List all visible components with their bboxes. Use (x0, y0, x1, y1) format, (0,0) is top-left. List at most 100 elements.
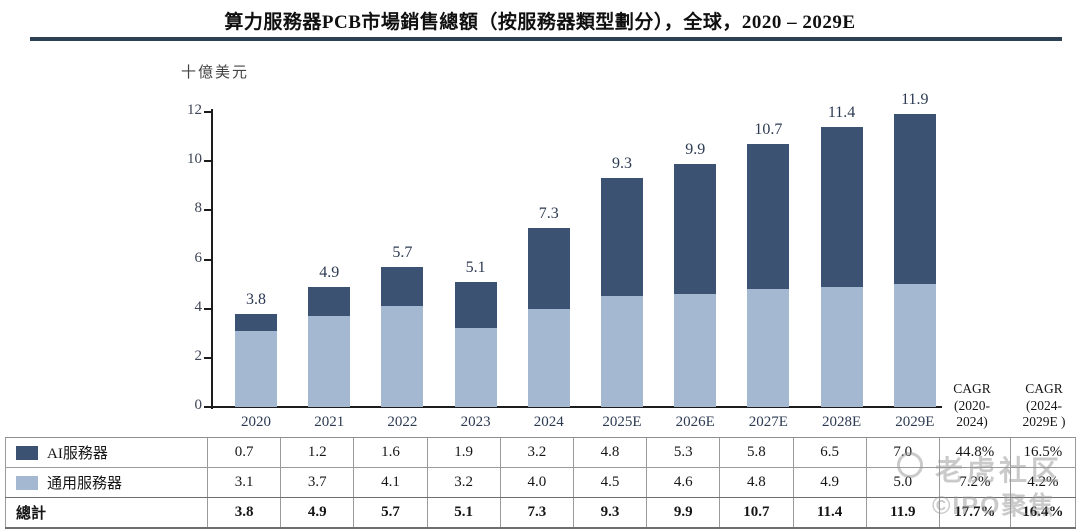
y-axis-tick-label: 0 (194, 397, 203, 413)
y-axis-tick-label: 6 (194, 249, 203, 266)
data-table: AI服務器 0.7 1.2 1.6 1.9 3.2 4.8 5.3 5.8 6.5 7.0 44.8%… (5, 437, 1076, 529)
table-cagr-cell: 16.5% (1009, 438, 1076, 467)
bar-total-label: 11.9 (901, 91, 929, 109)
cagr-header: CAGR (2020- 2024) (936, 381, 1008, 431)
legend-swatch (16, 445, 38, 460)
y-axis-tick-label: 2 (194, 347, 203, 364)
table-value-cell: 3.2 (499, 438, 573, 467)
table-value-cell: 5.3 (646, 438, 719, 467)
table-value-cell: 11.4 (792, 498, 866, 527)
table-value-cell: 4.8 (572, 438, 646, 467)
bar-segment-ai-server (601, 178, 643, 297)
bar-segment-general-server (820, 286, 863, 407)
legend-swatch (16, 475, 38, 490)
table-value-cell: 4.1 (353, 468, 426, 497)
y-axis-tick-label: 10 (187, 151, 202, 168)
table-value-cell: 4.8 (719, 468, 792, 497)
x-axis-line (211, 406, 942, 408)
legend-label: 總計 (16, 506, 47, 522)
y-axis-tick-mark (204, 209, 211, 212)
table-value-cell: 4.9 (280, 498, 353, 527)
x-axis-label: 2023 (460, 414, 491, 430)
bar-segment-ai-server (893, 114, 936, 285)
bar-segment-ai-server (674, 163, 717, 294)
table-value-cell: 4.5 (572, 468, 646, 497)
table-value-cell: 4.9 (792, 468, 866, 497)
table-cagr-cell: 4.2% (1009, 468, 1076, 497)
x-axis-label: 2022 (387, 414, 418, 430)
bar-total-label: 9.9 (685, 140, 706, 158)
y-axis-line (211, 109, 213, 409)
bar-total-label: 10.7 (754, 120, 783, 138)
y-axis-unit-label: 十億美元 (181, 65, 250, 81)
table-value-cell: 7.3 (499, 498, 573, 527)
bar-segment-general-server (893, 284, 936, 407)
cagr-header-line: 2029E ) (1022, 414, 1066, 429)
table-cagr-cell: 44.8% (938, 438, 1010, 467)
bar-segment-general-server (674, 293, 717, 407)
bar-total-label: 4.9 (319, 263, 340, 281)
table-value-cell: 10.7 (719, 498, 792, 527)
table-cagr-cell: 16.4% (1009, 498, 1076, 527)
bar-segment-general-server (235, 330, 277, 407)
bar-segment-general-server (601, 296, 643, 407)
bar-segment-general-server (527, 308, 570, 407)
table-value-cell: 11.9 (865, 498, 939, 527)
x-axis-label: 2020 (241, 414, 271, 430)
table-value-cell: 3.1 (207, 468, 280, 497)
x-axis-label: 2026E (675, 414, 715, 430)
table-value-cell: 0.7 (207, 438, 280, 467)
table-value-cell: 6.5 (792, 438, 866, 467)
bar-segment-general-server (454, 328, 497, 407)
cagr-header-line: 2024) (956, 414, 988, 429)
table-value-cell: 3.7 (280, 468, 353, 497)
x-axis-label: 2021 (314, 414, 345, 430)
table-value-cell: 1.6 (353, 438, 426, 467)
title-divider (30, 37, 1062, 41)
x-axis-label: 2027E (748, 414, 788, 430)
bar-segment-general-server (747, 289, 790, 407)
table-row-total: 總計 3.8 4.9 5.7 5.1 7.3 9.3 9.9 10.7 11.4 11.9 17.7%… (5, 498, 1076, 529)
legend-cell: AI服務器 (5, 438, 207, 467)
table-value-cell: 5.0 (865, 468, 939, 497)
bar-segment-ai-server (747, 143, 790, 289)
x-axis-label: 2029E (895, 414, 935, 430)
y-axis-tick-label: 12 (187, 102, 202, 119)
cagr-header-line: CAGR (1025, 381, 1063, 396)
bar-segment-ai-server (235, 313, 277, 331)
table-value-cell: 9.9 (646, 498, 719, 527)
bar-segment-ai-server (454, 281, 497, 329)
bar-segment-general-server (381, 306, 424, 407)
legend-label: 通用服務器 (47, 476, 123, 492)
bar-total-label: 9.3 (612, 155, 632, 173)
table-value-cell: 1.2 (280, 438, 353, 467)
y-axis-tick-label: 8 (194, 200, 203, 217)
x-axis-label: 2024 (533, 414, 564, 430)
legend-label: AI服務器 (47, 446, 108, 462)
legend-cell: 通用服務器 (5, 468, 207, 497)
y-axis-tick-label: 4 (194, 298, 203, 315)
table-row: 通用服務器 3.1 3.7 4.1 3.2 4.0 4.5 4.6 4.8 4.9 5.0 7.2% 4… (5, 468, 1076, 498)
table-value-cell: 5.8 (719, 438, 792, 467)
table-value-cell: 3.2 (426, 468, 500, 497)
table-cagr-cell: 17.7% (938, 498, 1010, 527)
bar-segment-ai-server (308, 286, 351, 317)
table-value-cell: 7.0 (865, 438, 939, 467)
chart-title: 算力服務器PCB市場銷售總額（按服務器類型劃分），全球，2020 – 2029E (224, 12, 856, 33)
table-value-cell: 9.3 (572, 498, 646, 527)
bar-segment-ai-server (381, 266, 424, 307)
bar-total-label: 3.8 (246, 290, 266, 308)
table-value-cell: 4.0 (499, 468, 573, 497)
bar-total-label: 7.3 (538, 204, 559, 222)
table-value-cell: 1.9 (426, 438, 500, 467)
cagr-header-group: CAGR (2020- 2024) CAGR (2024- 2029E ) (936, 381, 1080, 431)
x-axis-label: 2025E (602, 414, 642, 430)
y-axis-tick-mark (204, 307, 211, 310)
table-value-cell: 4.6 (646, 468, 719, 497)
y-axis-tick-mark (204, 160, 211, 163)
cagr-header-line: (2020- (954, 397, 990, 413)
cagr-header: CAGR (2024- 2029E ) (1008, 381, 1080, 431)
bar-segment-ai-server (820, 126, 863, 287)
table-value-cell: 5.7 (353, 498, 426, 527)
bar-total-label: 11.4 (827, 103, 856, 121)
